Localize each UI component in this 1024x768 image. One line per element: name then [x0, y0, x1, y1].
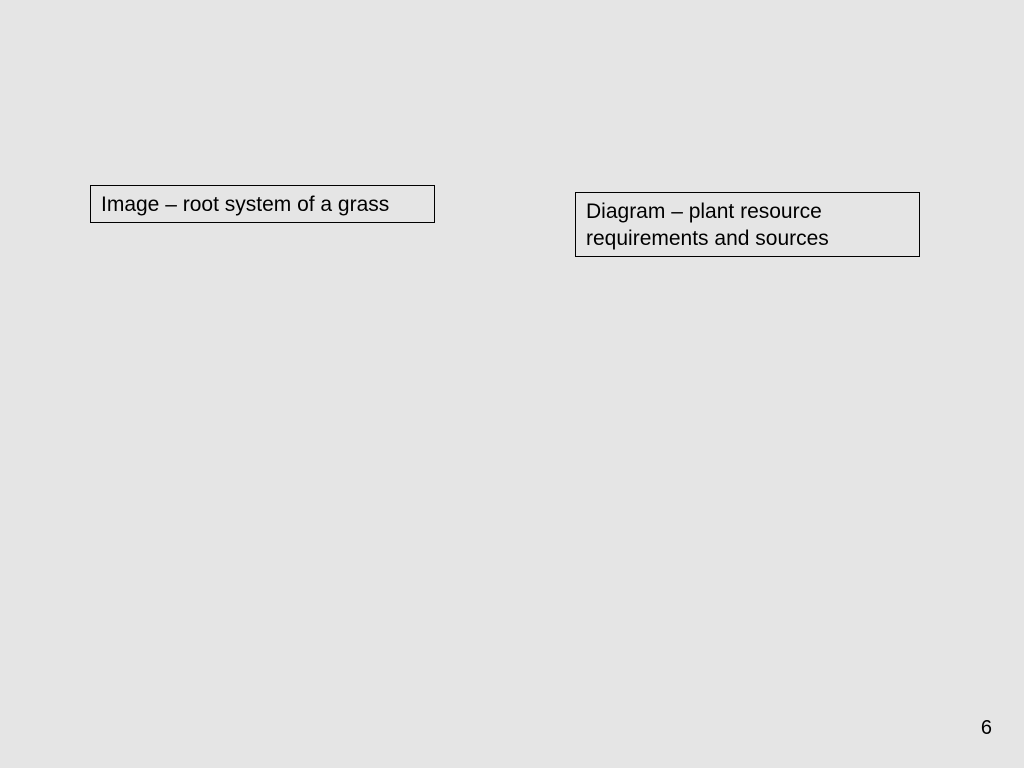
- page-number: 6: [981, 717, 992, 740]
- caption-text-right: Diagram – plant resource requirements an…: [586, 200, 829, 250]
- caption-text-left: Image – root system of a grass: [101, 193, 389, 216]
- caption-box-left: Image – root system of a grass: [90, 185, 435, 223]
- caption-box-right: Diagram – plant resource requirements an…: [575, 192, 920, 257]
